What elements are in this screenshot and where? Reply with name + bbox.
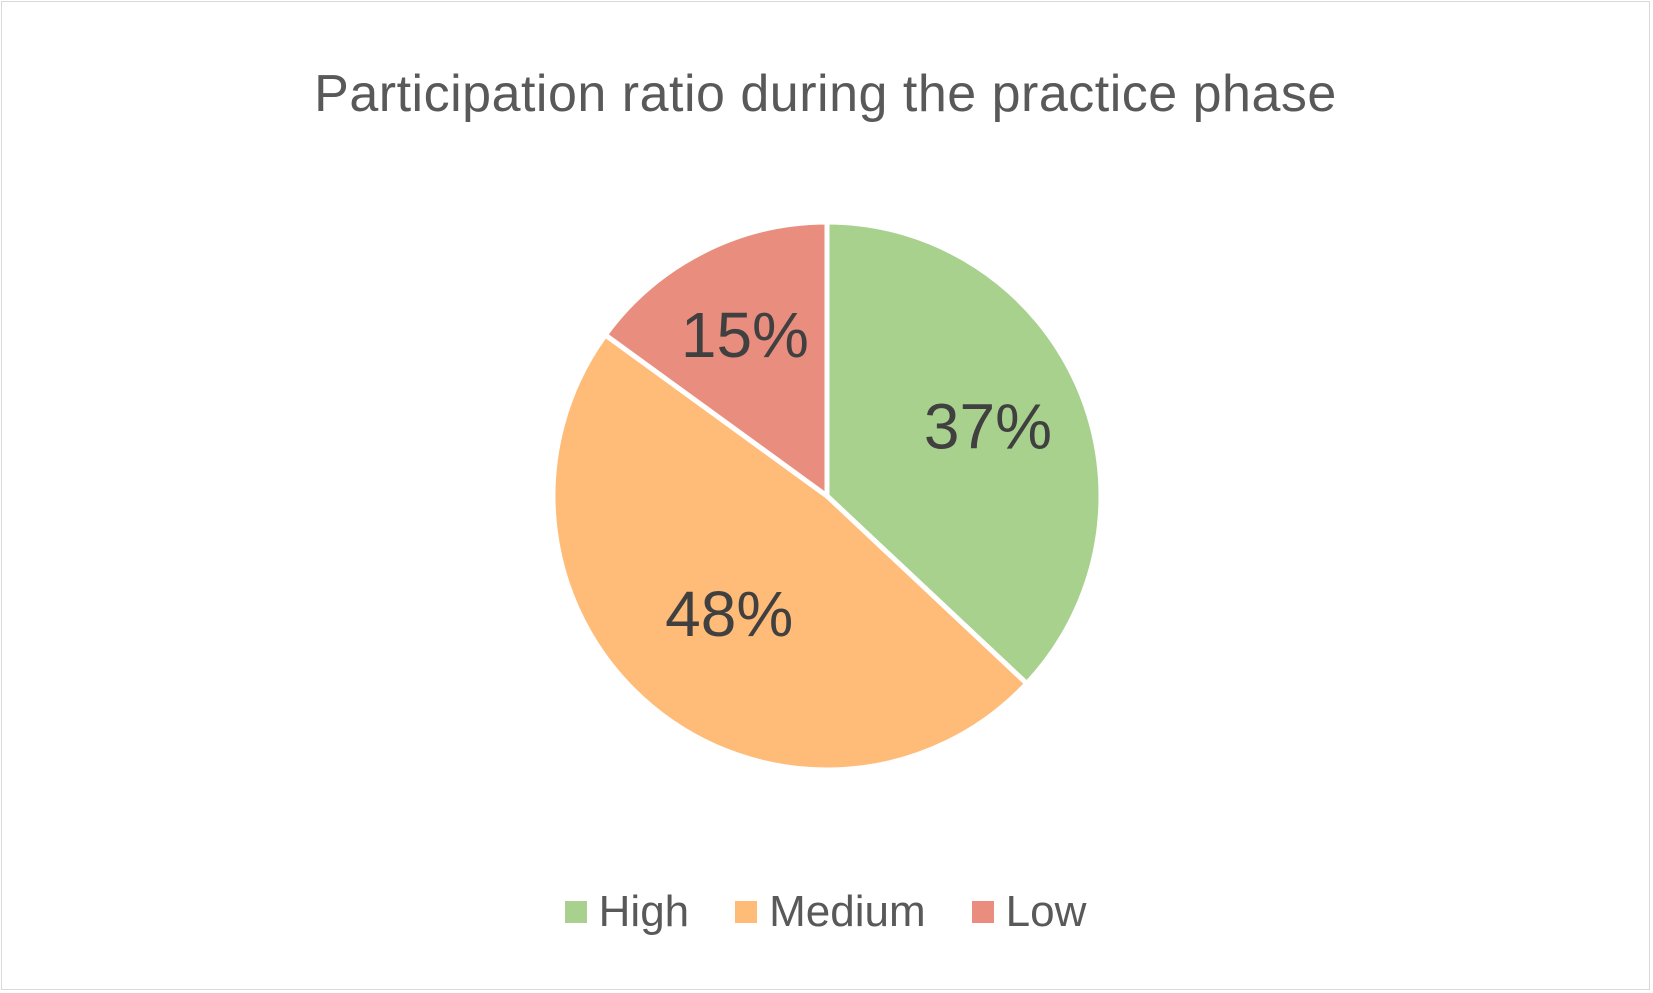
legend-item-low: Low [971, 887, 1087, 936]
pie-slice-medium [550, 331, 1031, 773]
legend-item-high: High [564, 887, 690, 936]
legend-label-low: Low [1005, 887, 1087, 936]
data-label-low: 15% [681, 299, 809, 371]
data-label-high: 37% [924, 390, 1052, 462]
pie-slice-high [824, 219, 1104, 688]
legend-swatch-high [564, 901, 587, 923]
legend-swatch-medium [735, 901, 758, 923]
legend-label-high: High [598, 887, 690, 936]
legend: High Medium Low [2, 890, 1649, 934]
data-label-medium: 48% [665, 578, 793, 650]
pie-slice-low [601, 219, 830, 501]
legend-label-medium: Medium [769, 887, 926, 936]
legend-swatch-low [971, 901, 994, 923]
chart-title: Participation ratio during the practice … [314, 65, 1337, 123]
legend-item-medium: Medium [735, 890, 926, 934]
